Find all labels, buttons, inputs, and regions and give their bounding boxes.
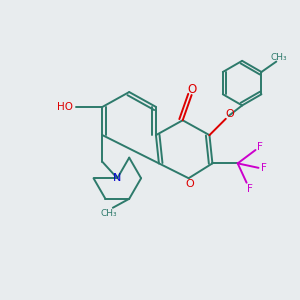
Text: F: F (262, 163, 267, 173)
Text: O: O (187, 82, 196, 96)
Text: O: O (186, 179, 194, 189)
Text: CH₃: CH₃ (100, 209, 117, 218)
Text: O: O (226, 109, 235, 119)
Text: CH₃: CH₃ (271, 52, 288, 62)
Text: F: F (247, 184, 253, 194)
Text: N: N (113, 173, 122, 183)
Text: HO: HO (57, 102, 73, 112)
Text: F: F (257, 142, 263, 152)
